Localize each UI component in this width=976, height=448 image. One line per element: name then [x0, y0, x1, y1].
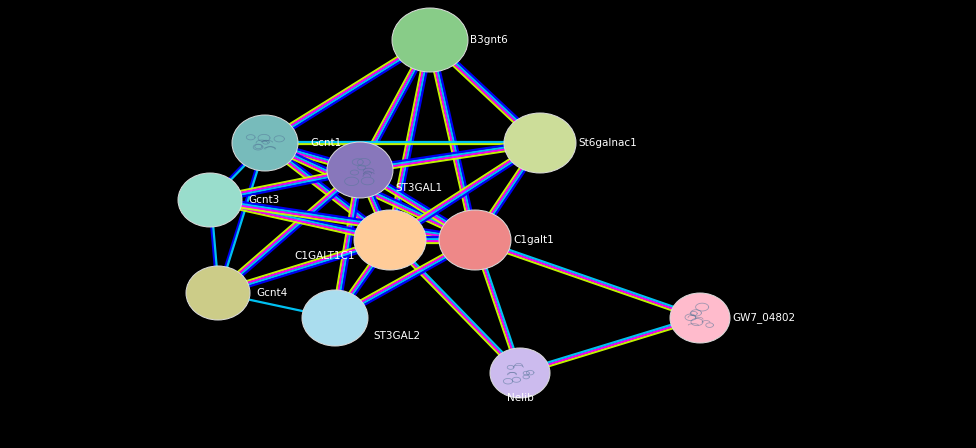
Ellipse shape: [490, 348, 550, 398]
Text: C1galt1: C1galt1: [513, 235, 553, 245]
Text: C1GALT1C1: C1GALT1C1: [295, 251, 355, 261]
Text: Gcnt3: Gcnt3: [248, 195, 279, 205]
Ellipse shape: [186, 266, 250, 320]
Ellipse shape: [327, 142, 393, 198]
Ellipse shape: [504, 113, 576, 173]
Ellipse shape: [354, 210, 426, 270]
Ellipse shape: [178, 173, 242, 227]
Ellipse shape: [439, 210, 511, 270]
Text: Gcnt1: Gcnt1: [310, 138, 342, 148]
Ellipse shape: [670, 293, 730, 343]
Ellipse shape: [302, 290, 368, 346]
Text: B3gnt6: B3gnt6: [470, 35, 508, 45]
Text: Gcnt4: Gcnt4: [256, 288, 287, 298]
Text: GW7_04802: GW7_04802: [732, 313, 795, 323]
Text: ST3GAL1: ST3GAL1: [395, 183, 442, 193]
Text: Nelib: Nelib: [507, 393, 533, 403]
Text: St6galnac1: St6galnac1: [578, 138, 636, 148]
Ellipse shape: [392, 8, 468, 72]
Text: ST3GAL2: ST3GAL2: [373, 331, 420, 341]
Ellipse shape: [232, 115, 298, 171]
